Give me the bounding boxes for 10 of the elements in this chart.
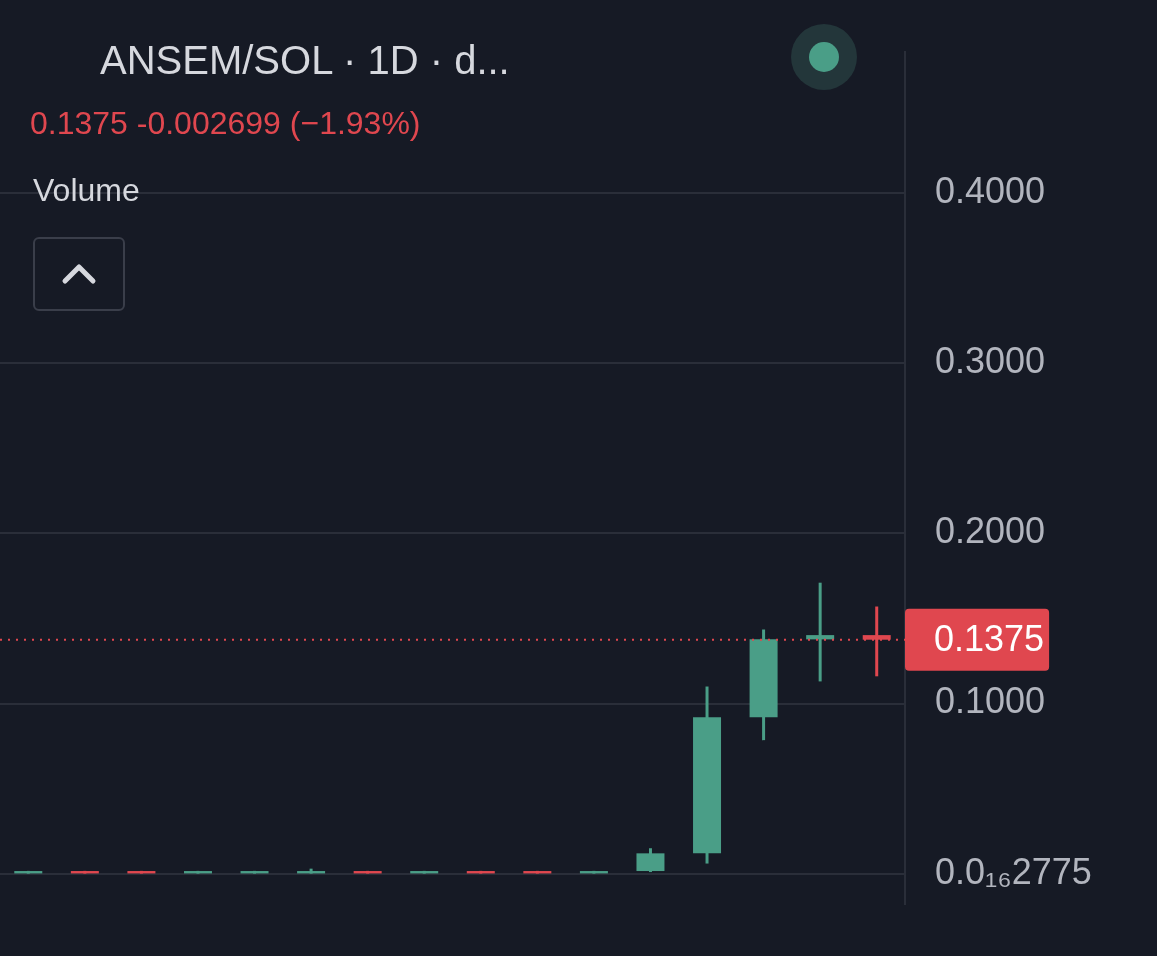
y-tick-label: 0.1000	[935, 680, 1046, 722]
ref-line-label: 0.1375	[934, 617, 1045, 659]
y-tick-label: 0.2000	[935, 510, 1046, 552]
text: 0.1375 -0.002699 (−1.93%)	[30, 105, 421, 142]
chart-title: ANSEM/SOL · 1D · d...	[100, 38, 510, 83]
y-tick-label: 0.4000	[935, 169, 1046, 211]
y-tick-label: 0.3000	[935, 340, 1046, 382]
candlestick	[806, 582, 835, 682]
annotation: Volume	[33, 172, 140, 209]
y-tick-label: 0.0₁₆2775	[935, 850, 1092, 892]
